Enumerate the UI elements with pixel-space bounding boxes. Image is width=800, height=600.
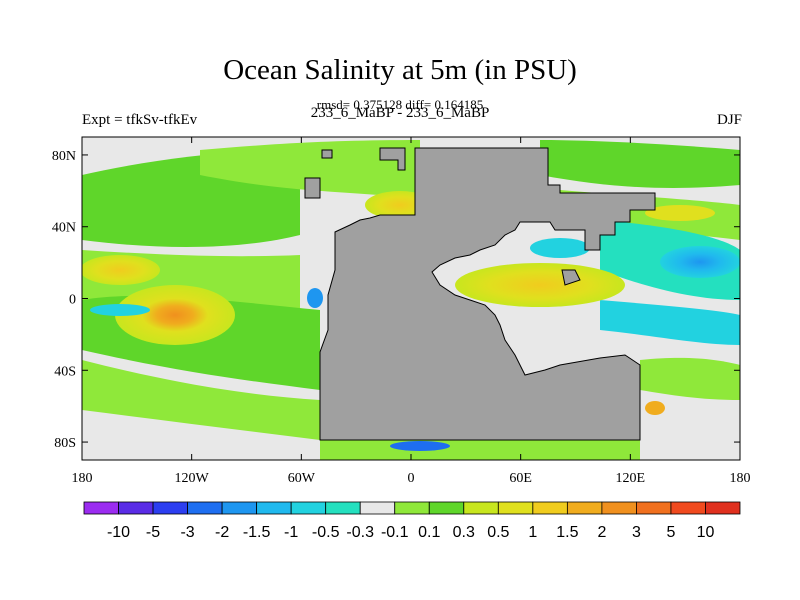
anomaly-south-east xyxy=(645,401,665,415)
field-south-east-band xyxy=(640,357,740,400)
field-antarctic-band xyxy=(320,439,640,460)
lon-tick-label: 120E xyxy=(616,471,646,486)
colorbar-label: 2 xyxy=(597,524,606,541)
land-masses xyxy=(304,147,656,441)
lat-tick-label: 80S xyxy=(54,436,76,451)
colorbar-swatch xyxy=(221,501,258,515)
colorbar-swatch xyxy=(566,501,603,515)
lon-tick-label: 0 xyxy=(408,471,415,486)
lon-tick-label: 180 xyxy=(730,471,751,486)
colorbar-swatch xyxy=(359,501,396,515)
anomaly-west-pacific xyxy=(90,304,150,316)
colorbar-label: -0.5 xyxy=(312,524,340,541)
anomaly-north-west-pacific xyxy=(82,255,160,285)
map-title: Ocean Salinity at 5m (in PSU) xyxy=(223,54,577,86)
supercontinent xyxy=(319,147,656,441)
colorbar-swatch xyxy=(428,501,465,515)
colorbar-swatch xyxy=(394,501,430,515)
lon-axis: 180 120W 60W 0 60E 120E 180 xyxy=(72,137,751,486)
colorbar-swatch xyxy=(83,501,119,515)
field-east-negative-2 xyxy=(600,300,740,345)
colorbar-swatch xyxy=(118,501,154,515)
experiment-label: Expt = tfkSv-tfkEv xyxy=(82,112,198,128)
anomaly-central-pacific xyxy=(115,285,235,345)
lat-tick-label: 40S xyxy=(54,364,76,379)
anomaly-antarctic xyxy=(390,441,450,451)
colorbar-swatch xyxy=(532,501,568,515)
lat-tick-label: 40N xyxy=(52,221,76,236)
lon-tick-label: 180 xyxy=(72,471,93,486)
colorbar-label: -5 xyxy=(146,524,160,541)
island-arctic-1 xyxy=(304,177,321,199)
colorbar-label: -0.1 xyxy=(381,524,409,541)
colorbar-swatch xyxy=(636,501,672,515)
colorbar-label: 0.1 xyxy=(418,524,440,541)
lon-tick-label: 120W xyxy=(175,471,210,486)
colorbar-swatch xyxy=(670,501,706,515)
lon-tick-label: 60E xyxy=(509,471,532,486)
island-north xyxy=(379,147,406,171)
colorbar-swatch xyxy=(152,501,188,515)
island-arctic-2 xyxy=(321,149,333,159)
anomaly-north-east-ocean xyxy=(660,246,740,278)
colorbar-label: 0.5 xyxy=(487,524,509,541)
colorbar-label: 10 xyxy=(697,524,715,541)
colorbar-swatch xyxy=(187,501,223,515)
lat-tick-label: 80N xyxy=(52,149,76,164)
field-polar-band xyxy=(82,360,320,440)
colorbar: -10 -5 -3 -2 -1.5 -1 -0.5 -0.3 -0.1 0.1 0.3 0.5 1 1.5… xyxy=(83,501,741,541)
colorbar-swatch xyxy=(256,501,292,515)
colorbar-swatch xyxy=(497,501,534,515)
colorbar-swatch xyxy=(463,501,499,515)
lon-tick-label: 60W xyxy=(288,471,316,486)
season-label: DJF xyxy=(716,112,742,128)
colorbar-label: 3 xyxy=(632,524,641,541)
colorbar-label: -10 xyxy=(107,524,130,541)
field-north-east-band xyxy=(540,140,740,188)
island-tethys xyxy=(561,269,581,286)
colorbar-swatch xyxy=(290,501,327,515)
comparison-label: 233_6_MaBP - 233_6_MaBP xyxy=(310,105,490,121)
lat-tick-label: 0 xyxy=(69,293,76,308)
field-arctic-band xyxy=(200,140,420,200)
colorbar-label: -1 xyxy=(284,524,298,541)
anomaly-coastal xyxy=(307,288,323,308)
map-subtitle: rmsd= 0.375128 diff= 0.164185 xyxy=(316,97,484,112)
colorbar-label: 0.3 xyxy=(453,524,475,541)
anomaly-equatorial-tethys xyxy=(455,263,625,307)
colorbar-label: -0.3 xyxy=(346,524,374,541)
colorbar-label: -1.5 xyxy=(243,524,271,541)
colorbar-label: 5 xyxy=(666,524,675,541)
anomaly-north-east xyxy=(645,205,715,221)
colorbar-label: -2 xyxy=(215,524,229,541)
lat-axis: 80N 40N 0 40S 80S xyxy=(52,149,740,451)
colorbar-label: 1 xyxy=(528,524,537,541)
colorbar-label: 1.5 xyxy=(556,524,578,541)
colorbar-label: -3 xyxy=(180,524,194,541)
colorbar-swatch xyxy=(601,501,637,515)
colorbar-swatch xyxy=(325,501,361,515)
colorbar-swatch xyxy=(705,501,741,515)
anomaly-tethys-north xyxy=(530,238,590,258)
